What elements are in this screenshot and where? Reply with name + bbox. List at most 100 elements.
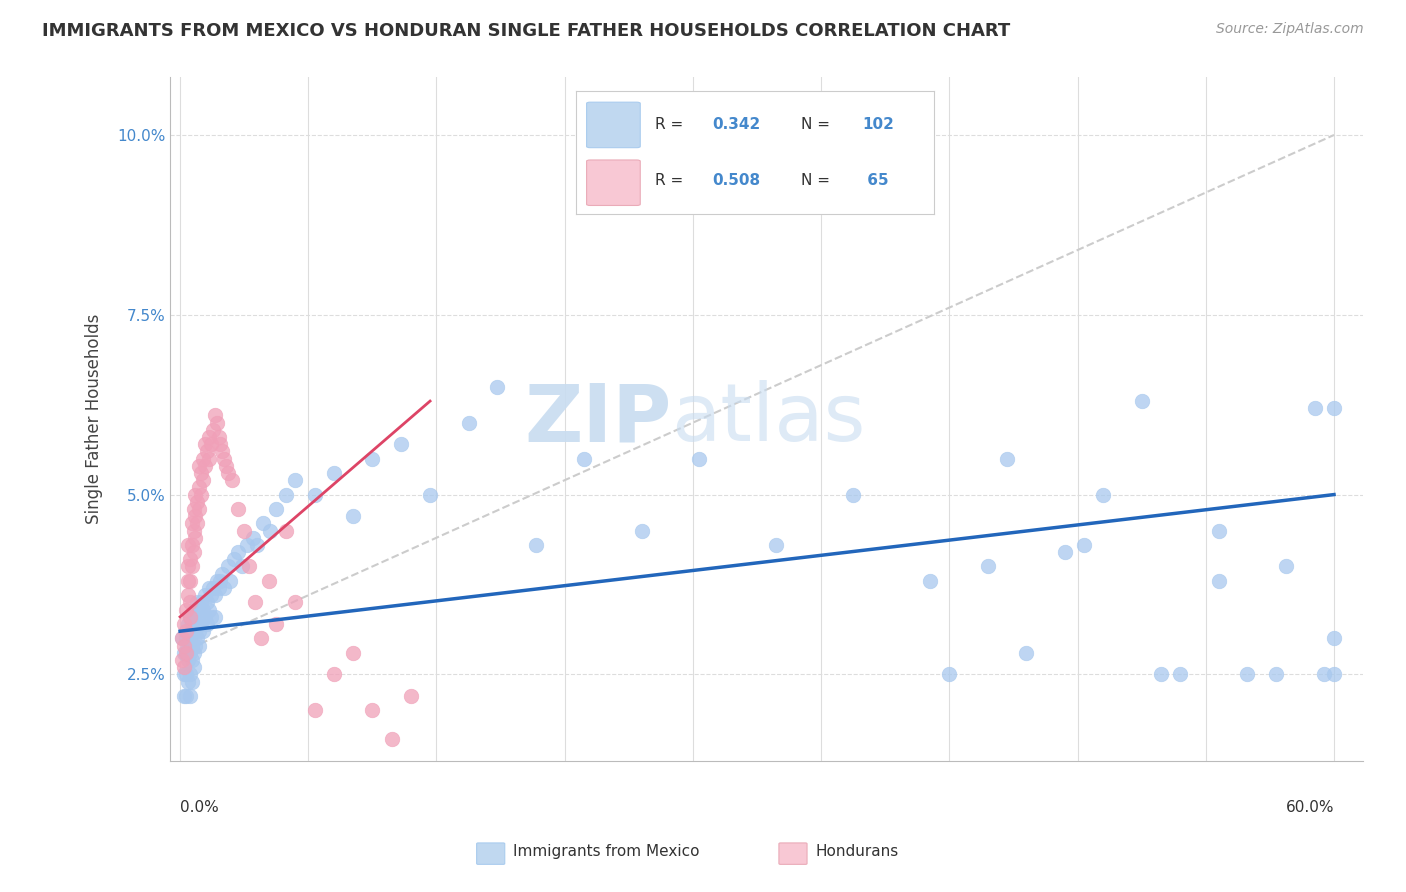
Point — [191, 624, 214, 639]
Point — [188, 458, 211, 473]
Point — [177, 538, 200, 552]
Point — [1073, 538, 1095, 552]
Point — [184, 602, 207, 616]
Point — [221, 473, 243, 487]
Point — [177, 617, 200, 632]
Point — [179, 646, 201, 660]
Point — [177, 588, 200, 602]
Point — [1323, 401, 1346, 416]
Point — [173, 617, 195, 632]
Point — [174, 646, 197, 660]
Point — [284, 595, 307, 609]
Point — [198, 581, 221, 595]
Point — [180, 674, 202, 689]
Point — [180, 559, 202, 574]
Point — [457, 416, 479, 430]
Point — [198, 602, 221, 616]
Point — [214, 581, 236, 595]
Point — [194, 437, 217, 451]
Point — [242, 531, 264, 545]
Point — [236, 538, 259, 552]
Point — [264, 617, 287, 632]
Point — [995, 451, 1018, 466]
Point — [201, 423, 224, 437]
Point — [191, 473, 214, 487]
Text: atlas: atlas — [671, 380, 866, 458]
Point — [1150, 667, 1173, 681]
Point — [179, 610, 201, 624]
Point — [191, 451, 214, 466]
Point — [1130, 394, 1153, 409]
Point — [190, 466, 212, 480]
Point — [214, 451, 236, 466]
Point — [765, 538, 787, 552]
Point — [183, 545, 205, 559]
Point — [177, 559, 200, 574]
Point — [183, 624, 205, 639]
Point — [184, 531, 207, 545]
Point — [204, 409, 226, 423]
Text: IMMIGRANTS FROM MEXICO VS HONDURAN SINGLE FATHER HOUSEHOLDS CORRELATION CHART: IMMIGRANTS FROM MEXICO VS HONDURAN SINGL… — [42, 22, 1011, 40]
Point — [183, 660, 205, 674]
Point — [322, 667, 344, 681]
Point — [174, 624, 197, 639]
Point — [188, 624, 211, 639]
Point — [257, 574, 280, 588]
Point — [194, 610, 217, 624]
Point — [177, 639, 200, 653]
Point — [184, 487, 207, 501]
Point — [215, 458, 238, 473]
Point — [190, 595, 212, 609]
Point — [1208, 524, 1230, 538]
Y-axis label: Single Father Households: Single Father Households — [86, 314, 103, 524]
Point — [186, 495, 208, 509]
Point — [264, 502, 287, 516]
Point — [389, 437, 412, 451]
Point — [361, 703, 384, 717]
Point — [183, 524, 205, 538]
Point — [361, 451, 384, 466]
Point — [198, 451, 221, 466]
Point — [183, 610, 205, 624]
Point — [252, 516, 274, 531]
Point — [977, 559, 1000, 574]
Point — [173, 660, 195, 674]
Point — [1313, 667, 1336, 681]
Point — [381, 732, 404, 747]
Point — [219, 574, 242, 588]
Point — [1323, 667, 1346, 681]
Point — [250, 632, 273, 646]
Point — [209, 574, 232, 588]
Point — [174, 667, 197, 681]
Point — [179, 552, 201, 566]
Text: ZIP: ZIP — [524, 380, 671, 458]
Text: 60.0%: 60.0% — [1285, 799, 1334, 814]
Point — [274, 524, 297, 538]
Point — [1236, 667, 1258, 681]
Point — [190, 617, 212, 632]
Point — [238, 559, 260, 574]
Point — [188, 639, 211, 653]
Point — [173, 667, 195, 681]
Point — [1168, 667, 1191, 681]
Point — [284, 473, 307, 487]
Point — [194, 588, 217, 602]
Point — [173, 646, 195, 660]
Point — [180, 617, 202, 632]
Point — [191, 602, 214, 616]
Point — [195, 617, 218, 632]
Point — [217, 466, 239, 480]
Point — [179, 632, 201, 646]
Point — [342, 509, 364, 524]
Point — [342, 646, 364, 660]
Point — [243, 595, 266, 609]
Point — [322, 466, 344, 480]
Point — [630, 524, 652, 538]
Point — [174, 646, 197, 660]
Point — [177, 574, 200, 588]
Point — [180, 653, 202, 667]
Point — [205, 416, 228, 430]
Point — [304, 487, 326, 501]
Point — [188, 502, 211, 516]
Point — [195, 595, 218, 609]
